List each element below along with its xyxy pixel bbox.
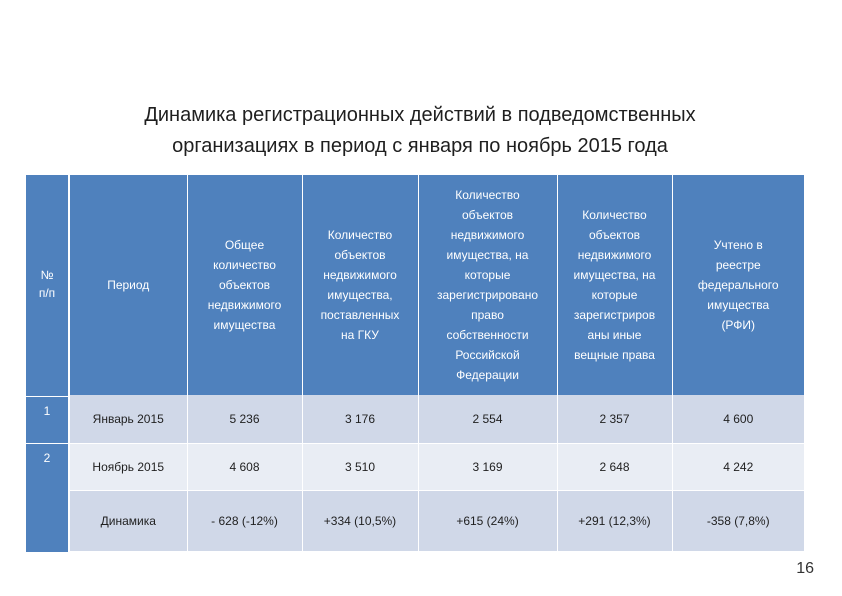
header-rfi-registry: Учтено в реестре федерального имущества … (672, 175, 804, 395)
cell-value: 4 242 (672, 443, 804, 491)
cell-value: 2 554 (418, 395, 558, 444)
table-header-row: Период Общее количество объектов недвижи… (70, 175, 804, 395)
header-federal-ownership: Количество объектов недвижимого имуществ… (418, 175, 558, 395)
cell-value: 2 648 (557, 443, 673, 491)
row-number-separator (26, 396, 68, 397)
registration-stats-table: Период Общее количество объектов недвижи… (70, 175, 804, 552)
cell-period: Ноябрь 2015 (70, 443, 188, 491)
cell-value: 3 169 (418, 443, 558, 491)
table-row: Динамика - 628 (-12%) +334 (10,5%) +615 … (70, 490, 804, 552)
page-number: 16 (796, 560, 814, 577)
header-other-rights: Количество объектов недвижимого имуществ… (557, 175, 673, 395)
cell-value: -358 (7,8%) (672, 490, 804, 552)
header-period: Период (70, 175, 188, 395)
table-row: Ноябрь 2015 4 608 3 510 3 169 2 648 4 24… (70, 443, 804, 491)
cell-value: 4 600 (672, 395, 804, 444)
cell-value: +615 (24%) (418, 490, 558, 552)
cell-value: +334 (10,5%) (302, 490, 419, 552)
table-row: Январь 2015 5 236 3 176 2 554 2 357 4 60… (70, 395, 804, 444)
cell-value: 2 357 (557, 395, 673, 444)
cell-value: - 628 (-12%) (187, 490, 303, 552)
row-number-column: № п/п 1 2 (26, 175, 68, 552)
cell-period: Динамика (70, 490, 188, 552)
cell-value: 3 176 (302, 395, 419, 444)
title-line-2: организациях в период с января по ноябрь… (172, 135, 668, 157)
header-total-objects: Общее количество объектов недвижимого им… (187, 175, 303, 395)
slide-title: Динамика регистрационных действий в подв… (40, 100, 800, 162)
title-line-1: Динамика регистрационных действий в подв… (144, 104, 696, 126)
row-number-header: № п/п (38, 268, 56, 300)
cell-period: Январь 2015 (70, 395, 188, 444)
header-cadastral-registered: Количество объектов недвижимого имуществ… (302, 175, 419, 395)
cell-value: 4 608 (187, 443, 303, 491)
cell-value: +291 (12,3%) (557, 490, 673, 552)
cell-value: 3 510 (302, 443, 419, 491)
cell-value: 5 236 (187, 395, 303, 444)
row-number-2: 2 (43, 451, 51, 465)
row-number-1: 1 (43, 404, 51, 418)
row-number-separator (26, 443, 68, 444)
